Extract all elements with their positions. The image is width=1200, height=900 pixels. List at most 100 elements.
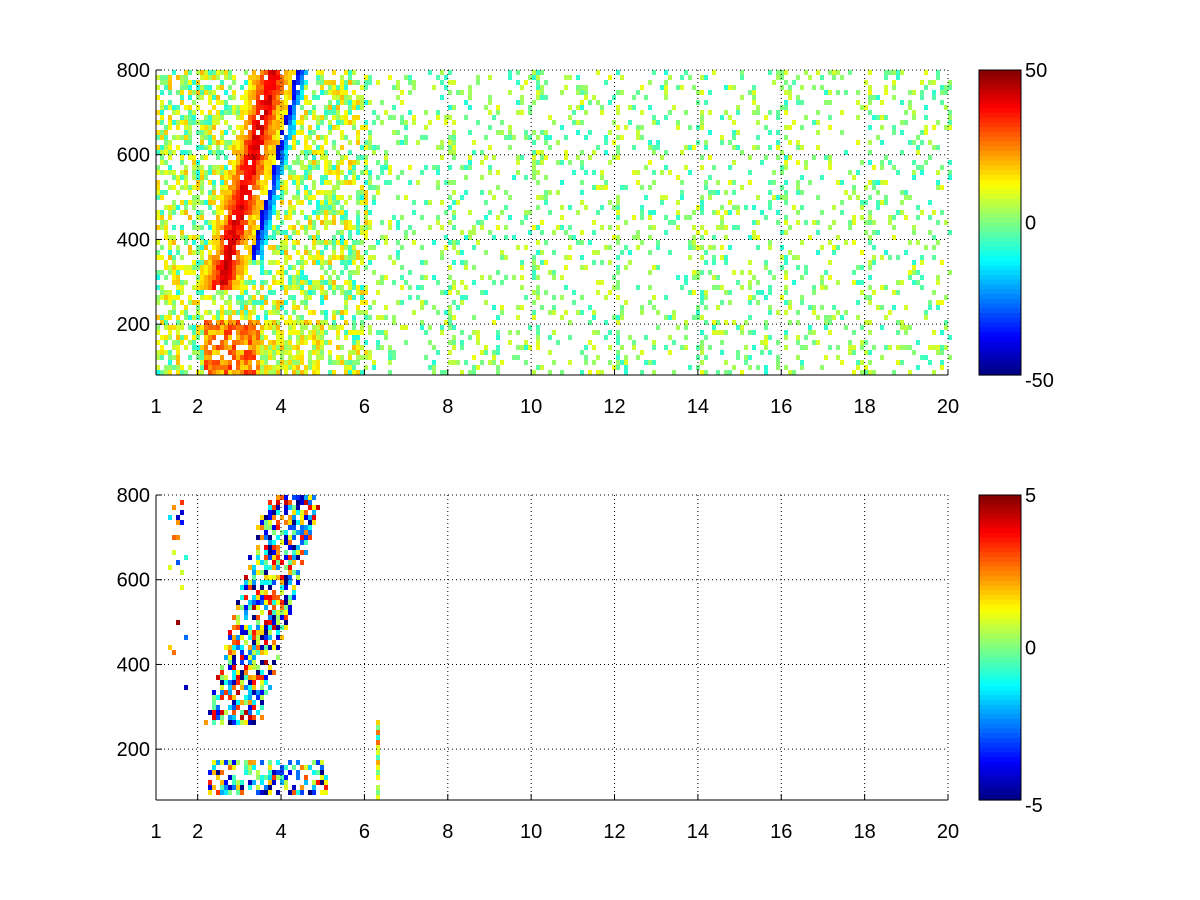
heatmap-cell — [480, 275, 484, 280]
heatmap-cell — [232, 140, 236, 145]
heatmap-cell — [316, 345, 320, 350]
heatmap-cell — [216, 215, 220, 220]
heatmap-cell — [536, 330, 540, 335]
heatmap-cell — [920, 140, 924, 145]
heatmap-cell — [304, 85, 308, 90]
heatmap-cell — [304, 215, 308, 220]
heatmap-cell — [236, 150, 240, 155]
heatmap-cell — [236, 205, 240, 210]
heatmap-cell — [400, 275, 404, 280]
heatmap-cell — [704, 180, 708, 185]
heatmap-cell — [228, 225, 232, 230]
heatmap-cell — [776, 360, 780, 365]
heatmap-cell — [868, 160, 872, 165]
colorbar-swatch — [979, 699, 1021, 706]
heatmap-cell — [168, 165, 172, 170]
heatmap-cell — [220, 695, 224, 700]
heatmap-cell — [316, 230, 320, 235]
heatmap-cell — [168, 235, 172, 240]
heatmap-cell — [784, 125, 788, 130]
heatmap-cell — [344, 265, 348, 270]
heatmap-cell — [716, 305, 720, 310]
heatmap-cell — [244, 235, 248, 240]
heatmap-cell — [232, 270, 236, 275]
heatmap-cell — [448, 150, 452, 155]
heatmap-cell — [448, 115, 452, 120]
heatmap-cell — [776, 115, 780, 120]
heatmap-cell — [288, 345, 292, 350]
heatmap-cell — [628, 120, 632, 125]
heatmap-cell — [248, 630, 252, 635]
heatmap-cell — [252, 140, 256, 145]
heatmap-cell — [676, 325, 680, 330]
heatmap-cell — [436, 185, 440, 190]
heatmap-cell — [252, 370, 256, 375]
heatmap-cell — [804, 265, 808, 270]
heatmap-cell — [492, 305, 496, 310]
heatmap-cell — [276, 270, 280, 275]
heatmap-cell — [196, 95, 200, 100]
heatmap-cell — [196, 265, 200, 270]
heatmap-cell — [824, 100, 828, 105]
heatmap-cell — [852, 280, 856, 285]
heatmap-cell — [252, 110, 256, 115]
heatmap-cell — [284, 90, 288, 95]
heatmap-cell — [376, 340, 380, 345]
heatmap-cell — [212, 255, 216, 260]
heatmap-cell — [940, 350, 944, 355]
heatmap-cell — [272, 310, 276, 315]
heatmap-cell — [248, 260, 252, 265]
heatmap-cell — [404, 280, 408, 285]
colorbar-swatch — [979, 652, 1021, 658]
heatmap-cell — [252, 155, 256, 160]
heatmap-cell — [188, 245, 192, 250]
heatmap-cell — [244, 175, 248, 180]
heatmap-cell — [176, 250, 180, 255]
heatmap-cell — [280, 610, 284, 615]
heatmap-cell — [356, 195, 360, 200]
heatmap-cell — [488, 95, 492, 100]
heatmap-cell — [224, 190, 228, 195]
heatmap-cell — [312, 515, 316, 520]
y-tick-label: 200 — [117, 739, 150, 761]
heatmap-cell — [452, 345, 456, 350]
heatmap-cell — [936, 185, 940, 190]
heatmap-cell — [432, 165, 436, 170]
heatmap-cell — [564, 135, 568, 140]
heatmap-cell — [172, 650, 176, 655]
heatmap-cell — [212, 365, 216, 370]
heatmap-cell — [352, 360, 356, 365]
heatmap-cell — [772, 80, 776, 85]
heatmap-cell — [344, 370, 348, 375]
heatmap-cell — [932, 95, 936, 100]
heatmap-cell — [912, 160, 916, 165]
heatmap-cell — [868, 220, 872, 225]
heatmap-cell — [280, 105, 284, 110]
heatmap-cell — [912, 260, 916, 265]
heatmap-cell — [288, 175, 292, 180]
heatmap-cell — [272, 105, 276, 110]
heatmap-cell — [244, 95, 248, 100]
heatmap-cell — [272, 615, 276, 620]
heatmap-cell — [276, 260, 280, 265]
heatmap-cell — [536, 240, 540, 245]
colorbar-swatch — [979, 141, 1021, 147]
heatmap-cell — [368, 145, 372, 150]
heatmap-cell — [356, 230, 360, 235]
heatmap-cell — [452, 340, 456, 345]
heatmap-cell — [184, 135, 188, 140]
heatmap-cell — [432, 360, 436, 365]
heatmap-cell — [452, 215, 456, 220]
heatmap-cell — [580, 350, 584, 355]
heatmap-cell — [380, 345, 384, 350]
heatmap-cell — [344, 280, 348, 285]
heatmap-cell — [228, 765, 232, 770]
heatmap-cell — [308, 190, 312, 195]
heatmap-cell — [452, 140, 456, 145]
heatmap-cell — [948, 80, 952, 85]
heatmap-cell — [268, 365, 272, 370]
heatmap-cell — [504, 190, 508, 195]
heatmap-cell — [244, 605, 248, 610]
heatmap-cell — [292, 125, 296, 130]
heatmap-cell — [592, 250, 596, 255]
